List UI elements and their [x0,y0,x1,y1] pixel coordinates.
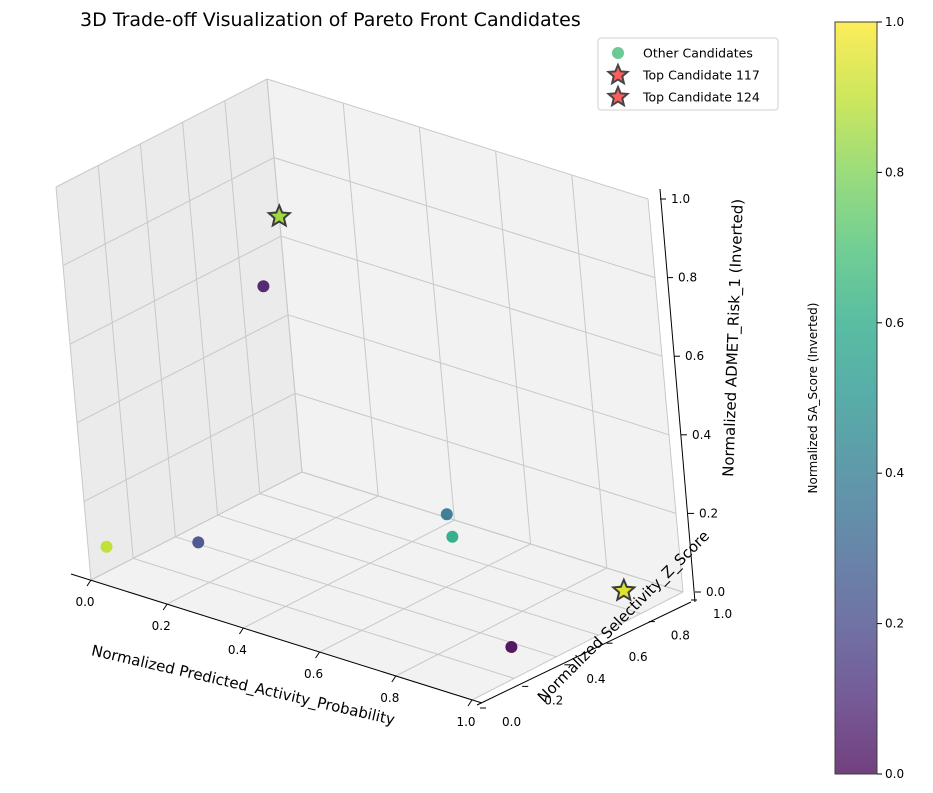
gridline-floor-x [471,591,684,701]
gridline-wall-y [266,78,303,473]
x-axis-line [70,573,483,704]
gridline-wall-y [139,143,176,537]
gridline-back-z [273,157,656,279]
axes-layer [70,188,696,706]
z-tick-label: 0.8 [678,271,697,285]
colorbar-gradient [834,21,878,775]
gridline-wall-x [571,174,608,569]
data-point [446,530,459,543]
gridline-back-z [266,78,649,200]
gridline-left-z [76,314,289,424]
gridline-floor-x [395,567,608,677]
z-axis-label: Normalized ADMET_Risk_1 (Inverted) [719,199,748,478]
colorbar-tick-label: 0.6 [885,316,904,330]
floor-pane [91,472,683,700]
data-points [100,202,637,653]
gridline-left-z [90,471,303,581]
x-tick-mark [467,699,473,707]
x-tick-mark [391,675,397,683]
y-axis-line [476,601,692,706]
gridline-floor-y [301,471,684,593]
x-tick-label: 0.6 [304,667,323,681]
gridline-left-z [62,157,275,267]
colorbar-tick-label: 0.4 [885,466,904,480]
colorbar-tick-label: 0.8 [885,165,904,179]
y-tick-label: 0.0 [502,715,521,729]
gridline-floor-x [166,495,379,605]
colorbar-tick-label: 0.2 [885,617,904,631]
y-tick-label: 0.8 [671,629,690,643]
pane-layer [56,79,683,700]
colorbar-tick-label: 0.0 [885,767,904,781]
z-tick-label: 0.6 [685,349,704,363]
gridline-left-z [83,392,296,502]
gridline-floor-y [175,536,557,658]
legend-label: Top Candidate 117 [642,68,760,83]
left-wall-pane [56,79,302,580]
gridline-wall-x [342,102,379,497]
colorbar-label: Normalized SA_Score (Inverted) [806,303,820,494]
z-tick-label: 0.2 [699,506,718,520]
gridline-wall-y [97,165,134,559]
back-wall-pane [267,79,683,592]
gridline-wall-x [495,150,532,545]
x-tick-mark [315,651,321,659]
z-tick-label: 0.4 [692,428,711,442]
legend: Other Candidates Top Candidate 117 Top Can… [597,37,779,111]
gridline-back-z [280,235,663,357]
z-tick-label: 0.0 [706,585,725,599]
legend-box [597,37,779,111]
x-tick-label: 0.2 [152,619,171,633]
x-tick-label: 0.0 [75,595,94,609]
gridline-wall-y [55,186,92,581]
gridline-back-z [287,314,670,436]
gridline-wall-y [224,100,261,494]
tick-layer: 0.0 0.2 0.4 0.6 0.8 1.0 0.0 0.2 0.4 0.6 0.8 1.0 0.0 0… [75,192,732,729]
gridline-floor-y [133,557,515,679]
data-point [192,536,205,549]
gridline-wall-x [418,126,455,521]
legend-label: Top Candidate 124 [642,90,760,105]
gridline-back-z [294,392,677,514]
y-tick-label: 0.4 [586,672,605,686]
gridline-floor-y [259,493,641,615]
gridline-left-z [69,235,282,345]
gridline-floor-y [217,514,599,636]
data-point-star [610,577,637,602]
x-tick-mark [162,603,168,611]
data-point-star [266,202,293,228]
gridline-left-z [55,78,268,188]
gridline-wall-y [182,122,219,516]
chart-title: 3D Trade-off Visualization of Pareto Fro… [80,9,581,31]
x-tick-mark [86,579,92,587]
y-tick-label: 0.2 [544,693,563,707]
y-tick-label: 0.6 [629,650,648,664]
legend-marker-star [606,84,630,108]
z-axis-line [659,188,696,603]
legend-marker-circle [612,47,624,59]
data-point [100,540,113,553]
legend-marker-star [606,62,630,86]
data-point [257,280,270,293]
data-point [440,508,453,521]
colorbar-tick-label: 1.0 [885,15,904,29]
x-tick-label: 1.0 [456,715,475,729]
data-point [505,640,518,653]
gridline-floor-x [319,543,531,653]
x-tick-mark [238,627,244,635]
z-tick-label: 1.0 [671,192,690,206]
y-tick-label: 1.0 [713,607,732,621]
x-tick-label: 0.4 [228,643,247,657]
gridline-floor-x [243,519,455,629]
legend-label: Other Candidates [643,46,753,61]
gridline-wall-x [647,198,684,593]
x-tick-label: 0.8 [380,691,399,705]
colorbar: 0.0 0.2 0.4 0.6 0.8 1.0 Normalized SA_Score (… [806,15,904,781]
grid-layer [55,78,684,701]
